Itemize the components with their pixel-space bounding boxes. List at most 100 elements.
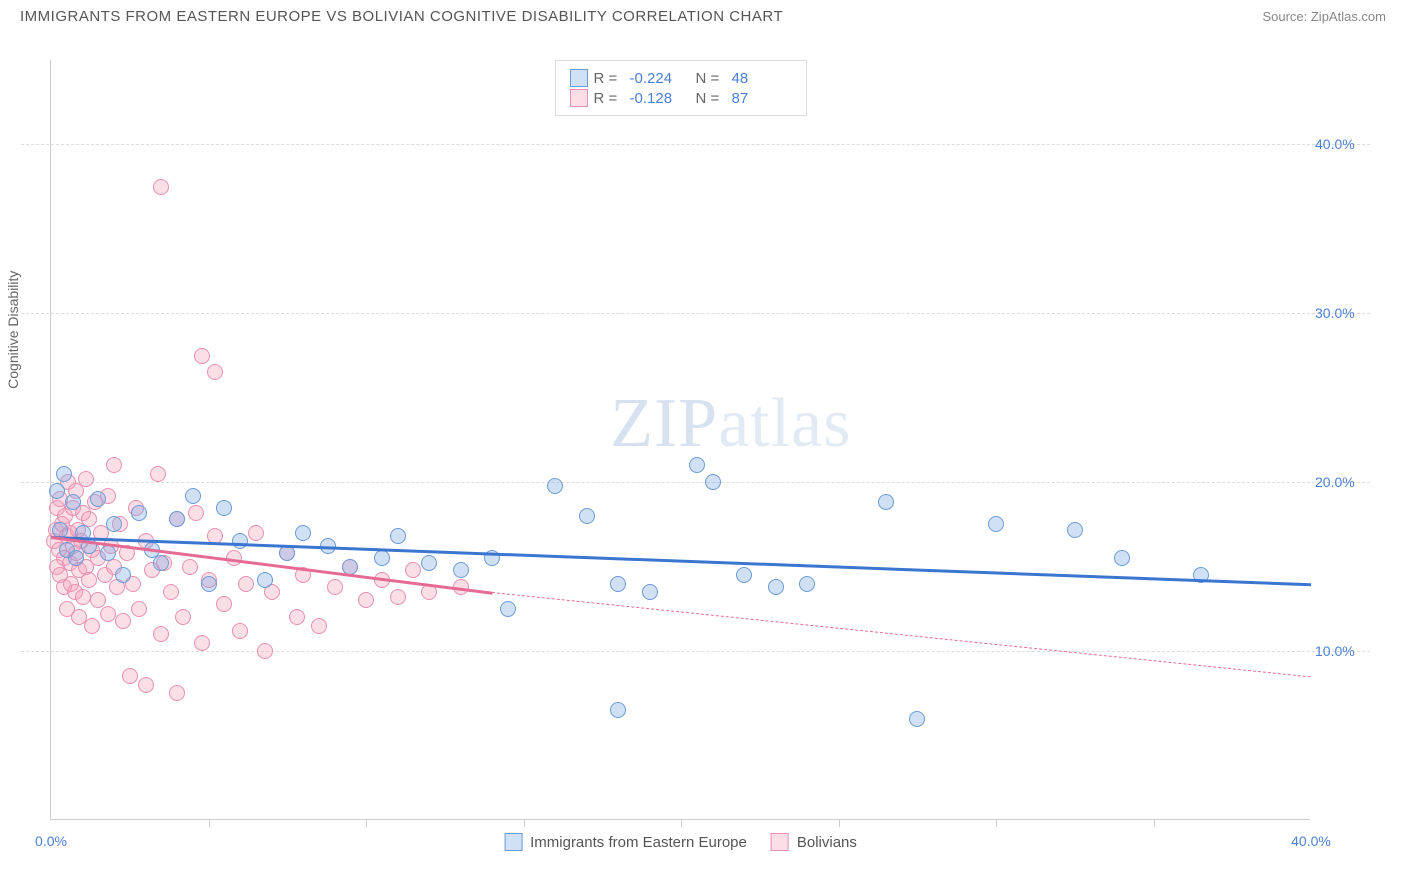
data-point bbox=[500, 601, 516, 617]
r-label: R = bbox=[594, 70, 624, 87]
data-point bbox=[327, 579, 343, 595]
data-point bbox=[705, 474, 721, 490]
data-point bbox=[248, 525, 264, 541]
x-tick bbox=[524, 819, 525, 827]
x-tick bbox=[681, 819, 682, 827]
y-axis-title: Cognitive Disability bbox=[5, 270, 21, 388]
data-point bbox=[194, 635, 210, 651]
data-point bbox=[374, 550, 390, 566]
data-point bbox=[878, 494, 894, 510]
chart-title: IMMIGRANTS FROM EASTERN EUROPE VS BOLIVI… bbox=[20, 8, 783, 25]
data-point bbox=[216, 596, 232, 612]
legend-swatch bbox=[570, 69, 588, 87]
data-point bbox=[207, 364, 223, 380]
data-point bbox=[169, 685, 185, 701]
data-point bbox=[68, 550, 84, 566]
data-point bbox=[453, 562, 469, 578]
data-point bbox=[799, 576, 815, 592]
data-point bbox=[194, 348, 210, 364]
watermark: ZIPatlas bbox=[610, 384, 851, 464]
data-point bbox=[1067, 522, 1083, 538]
data-point bbox=[122, 668, 138, 684]
data-point bbox=[169, 511, 185, 527]
data-point bbox=[153, 555, 169, 571]
data-point bbox=[78, 471, 94, 487]
r-label: R = bbox=[594, 90, 624, 107]
data-point bbox=[421, 555, 437, 571]
x-tick bbox=[996, 819, 997, 827]
data-point bbox=[216, 500, 232, 516]
data-point bbox=[257, 572, 273, 588]
data-point bbox=[311, 618, 327, 634]
data-point bbox=[689, 457, 705, 473]
n-value: 87 bbox=[732, 90, 792, 107]
data-point bbox=[610, 576, 626, 592]
series-legend: Immigrants from Eastern Europe Bolivians bbox=[504, 833, 857, 851]
trend-line bbox=[492, 592, 1311, 677]
x-tick-label: 40.0% bbox=[1291, 833, 1331, 849]
chart-container: Cognitive Disability ZIPatlas R =-0.224N… bbox=[50, 40, 1370, 830]
r-value: -0.224 bbox=[630, 70, 690, 87]
data-point bbox=[405, 562, 421, 578]
data-point bbox=[65, 494, 81, 510]
data-point bbox=[115, 567, 131, 583]
legend-item: Immigrants from Eastern Europe bbox=[504, 833, 747, 851]
correlation-legend: R =-0.224N =48R =-0.128N =87 bbox=[555, 60, 807, 116]
grid-line bbox=[21, 144, 1370, 145]
data-point bbox=[131, 505, 147, 521]
data-point bbox=[238, 576, 254, 592]
y-tick-label: 10.0% bbox=[1315, 643, 1370, 659]
data-point bbox=[610, 702, 626, 718]
data-point bbox=[106, 457, 122, 473]
data-point bbox=[52, 522, 68, 538]
data-point bbox=[390, 589, 406, 605]
data-point bbox=[106, 516, 122, 532]
data-point bbox=[49, 483, 65, 499]
legend-item: Bolivians bbox=[771, 833, 857, 851]
r-value: -0.128 bbox=[630, 90, 690, 107]
data-point bbox=[232, 623, 248, 639]
data-point bbox=[56, 466, 72, 482]
data-point bbox=[579, 508, 595, 524]
data-point bbox=[100, 545, 116, 561]
n-label: N = bbox=[696, 90, 726, 107]
x-tick bbox=[839, 819, 840, 827]
legend-row: R = -0.128 N = 87 bbox=[570, 89, 792, 107]
data-point bbox=[736, 567, 752, 583]
x-tick bbox=[209, 819, 210, 827]
y-tick-label: 20.0% bbox=[1315, 474, 1370, 490]
data-point bbox=[185, 488, 201, 504]
x-tick-label: 0.0% bbox=[35, 833, 67, 849]
source-attribution: Source: ZipAtlas.com bbox=[1262, 9, 1386, 24]
data-point bbox=[358, 592, 374, 608]
data-point bbox=[232, 533, 248, 549]
y-tick-label: 30.0% bbox=[1315, 305, 1370, 321]
data-point bbox=[390, 528, 406, 544]
chart-header: IMMIGRANTS FROM EASTERN EUROPE VS BOLIVI… bbox=[0, 0, 1406, 29]
source-link[interactable]: ZipAtlas.com bbox=[1311, 9, 1386, 24]
legend-swatch bbox=[504, 833, 522, 851]
data-point bbox=[547, 478, 563, 494]
data-point bbox=[84, 618, 100, 634]
data-point bbox=[295, 525, 311, 541]
data-point bbox=[153, 179, 169, 195]
data-point bbox=[115, 613, 131, 629]
data-point bbox=[988, 516, 1004, 532]
data-point bbox=[75, 589, 91, 605]
x-tick bbox=[1154, 819, 1155, 827]
data-point bbox=[909, 711, 925, 727]
data-point bbox=[100, 606, 116, 622]
data-point bbox=[131, 601, 147, 617]
x-tick bbox=[366, 819, 367, 827]
legend-label: Immigrants from Eastern Europe bbox=[530, 834, 747, 851]
data-point bbox=[90, 491, 106, 507]
legend-swatch bbox=[570, 89, 588, 107]
legend-label: Bolivians bbox=[797, 834, 857, 851]
plot-area: Cognitive Disability ZIPatlas R =-0.224N… bbox=[50, 60, 1310, 820]
data-point bbox=[150, 466, 166, 482]
data-point bbox=[642, 584, 658, 600]
legend-row: R =-0.224N =48 bbox=[570, 69, 792, 87]
grid-line bbox=[21, 482, 1370, 483]
n-label: N = bbox=[696, 70, 726, 87]
y-tick-label: 40.0% bbox=[1315, 136, 1370, 152]
